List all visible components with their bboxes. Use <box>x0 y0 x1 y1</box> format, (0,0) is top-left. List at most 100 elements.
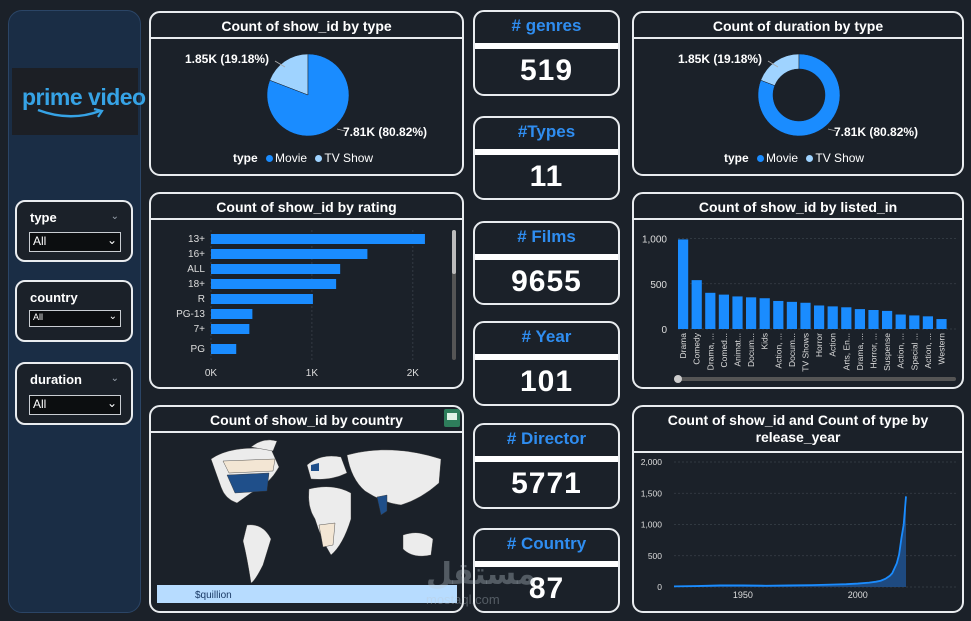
y-tick-label: PG <box>191 344 206 355</box>
donut-chart-duration[interactable]: 1.85K (19.18%) 7.81K (80.82%) <box>634 13 964 176</box>
chevron-down-icon[interactable]: ⌄ <box>110 373 119 384</box>
bar-listed-in[interactable] <box>936 319 947 329</box>
bar-listed-in[interactable] <box>841 307 852 329</box>
map-attribution-bar <box>157 585 457 603</box>
slicer-type-value: All <box>33 234 47 248</box>
kpi-director: # Director 5771 <box>473 423 620 509</box>
bar-listed-in[interactable] <box>854 309 865 329</box>
y-tick-label: 16+ <box>188 249 205 260</box>
scrollbar-thumb[interactable] <box>674 375 682 383</box>
kpi-director-value: 5771 <box>511 467 582 500</box>
logo-text: prime video <box>22 84 146 110</box>
greenland[interactable] <box>250 439 278 452</box>
data-label-tvshow: 1.85K (19.18%) <box>678 52 762 66</box>
legend-movie-swatch <box>266 154 274 162</box>
map-attribution-text: $quillion <box>195 590 232 601</box>
area-line[interactable] <box>673 496 907 588</box>
bar-r[interactable] <box>211 294 313 304</box>
area-chart-title: Count of show_id and Count of type by re… <box>634 407 962 453</box>
area-fill[interactable] <box>674 496 906 587</box>
slicer-type[interactable]: type ⌄ All ⌄ <box>15 200 133 262</box>
bar-chart-rating[interactable]: 0K 1K 2K 13+ 16+ ALL 18+ R PG-13 7+ PG <box>151 194 464 389</box>
legend-tvshow-label[interactable]: TV Show <box>324 151 374 165</box>
y-tick-label: 1,000 <box>641 520 663 530</box>
pie-type-legend: type Movie TV Show <box>233 151 373 165</box>
slicer-country-label: country <box>30 290 78 305</box>
bar-18+[interactable] <box>211 279 337 289</box>
asia[interactable] <box>346 449 442 506</box>
dropdown-arrow-icon[interactable]: ⌄ <box>106 396 117 410</box>
kpi-films: # Films 9655 <box>473 221 620 305</box>
slicer-country[interactable]: country All ⌄ <box>15 280 133 342</box>
bar-listed-in[interactable] <box>691 280 702 329</box>
bar-pg[interactable] <box>211 344 237 354</box>
slicer-type-label: type <box>30 210 57 225</box>
slicer-duration-dropdown[interactable]: All ⌄ <box>29 395 121 415</box>
bar-listed-in[interactable] <box>678 239 689 329</box>
africa[interactable] <box>308 486 352 556</box>
south-america[interactable] <box>242 524 272 584</box>
slicer-type-dropdown[interactable]: All ⌄ <box>29 232 121 252</box>
pie-slice-tv-show[interactable] <box>269 53 309 96</box>
leader-line <box>827 128 837 132</box>
x-tick-label: Action, ... <box>773 333 783 368</box>
legend-tvshow-label[interactable]: TV Show <box>815 151 865 165</box>
x-tick-label: Comed... <box>719 333 729 368</box>
pie-slice-movie[interactable] <box>266 53 350 137</box>
india-highlight[interactable] <box>376 494 388 516</box>
southern-africa-highlight[interactable] <box>318 522 336 548</box>
europe[interactable] <box>306 455 348 480</box>
slicer-duration[interactable]: duration ⌄ All ⌄ <box>15 362 133 425</box>
x-tick-label: Docum... <box>746 333 756 367</box>
world-map[interactable]: $quillion <box>151 407 464 613</box>
y-tick-label: 500 <box>650 280 667 291</box>
canada-highlight[interactable] <box>222 458 276 474</box>
bar-listed-in[interactable] <box>759 298 770 329</box>
pie-chart-type[interactable]: 1.85K (19.18%) 7.81K (80.82%) <box>151 13 464 176</box>
scrollbar-thumb[interactable] <box>452 230 456 274</box>
uk-highlight[interactable] <box>311 463 319 471</box>
bar-pg-13[interactable] <box>211 309 253 319</box>
dropdown-arrow-icon[interactable]: ⌄ <box>108 311 117 322</box>
bar-listed-in[interactable] <box>895 314 906 329</box>
bar-listed-in[interactable] <box>814 305 825 329</box>
australia[interactable] <box>402 532 434 557</box>
kpi-types: #Types 11 <box>473 116 620 200</box>
bar-7+[interactable] <box>211 324 250 334</box>
bar-all[interactable] <box>211 264 341 274</box>
legend-movie-label[interactable]: Movie <box>275 151 308 165</box>
x-tick-label: Western <box>937 333 947 365</box>
leader-line <box>274 60 286 68</box>
slicer-country-dropdown[interactable]: All ⌄ <box>29 310 121 327</box>
bar-listed-in[interactable] <box>800 302 811 329</box>
bar-listed-in[interactable] <box>827 306 838 329</box>
bar-listed-in[interactable] <box>732 296 743 329</box>
x-tick-label: Docum... <box>787 333 797 367</box>
bar-listed-in[interactable] <box>786 301 797 329</box>
area-chart-release-year[interactable]: 2,000 1,500 1,000 500 0 1950 2000 <box>634 407 964 613</box>
chevron-down-icon[interactable]: ⌄ <box>110 211 119 222</box>
kpi-types-label: #Types <box>517 122 576 141</box>
x-tick-label: 2000 <box>848 590 868 600</box>
watermark: مستقل <box>426 558 536 591</box>
bar-listed-in[interactable] <box>718 294 729 329</box>
scrollbar-track[interactable] <box>674 377 956 381</box>
bar-listed-in[interactable] <box>922 316 933 329</box>
bar-13+[interactable] <box>211 234 425 244</box>
bar-listed-in[interactable] <box>909 315 920 329</box>
bar-listed-in[interactable] <box>705 292 716 329</box>
legend-movie-label[interactable]: Movie <box>766 151 799 165</box>
pie-slice-movie[interactable] <box>757 53 841 137</box>
usa-highlight[interactable] <box>226 472 270 494</box>
x-tick-label: Action, ... <box>923 333 933 368</box>
kpi-country-label: # Country <box>506 534 587 553</box>
pie-slice-tv-show[interactable] <box>760 53 800 86</box>
bar-listed-in[interactable] <box>746 297 757 329</box>
dropdown-arrow-icon[interactable]: ⌄ <box>106 233 117 247</box>
bar-listed-in[interactable] <box>868 310 879 329</box>
y-tick-label: 0 <box>657 582 662 592</box>
bar-listed-in[interactable] <box>773 300 784 329</box>
bar-listed-in[interactable] <box>882 310 893 329</box>
bar-16+[interactable] <box>211 249 368 259</box>
